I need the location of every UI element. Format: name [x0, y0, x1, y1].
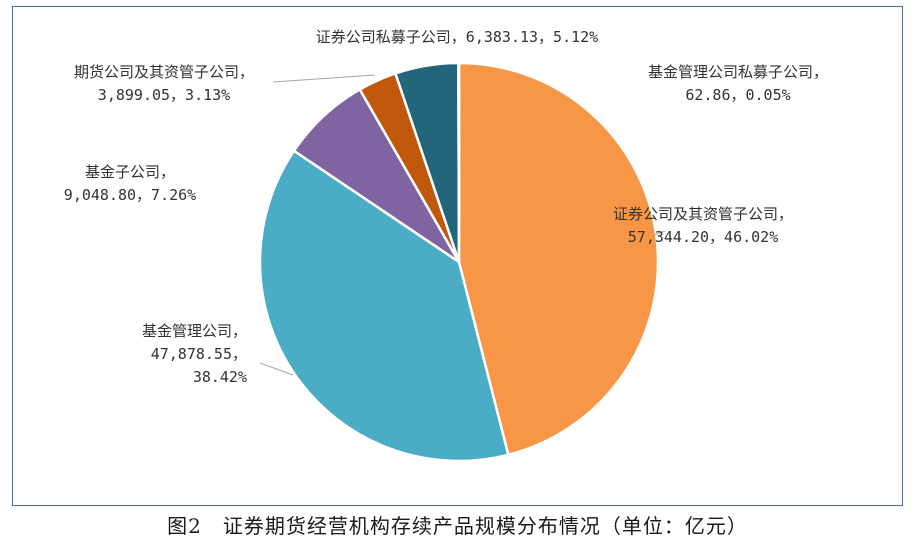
- slice-label: 基金管理公司， 47,878.55， 38.42%: [142, 322, 247, 386]
- pie-chart: 证券公司及其资管子公司， 57,344.20，46.02% 基金管理公司， 47,87…: [64, 28, 828, 463]
- slice-label: 证券公司及其资管子公司， 57,344.20，46.02%: [613, 205, 793, 246]
- pie-slice: [457, 61, 660, 457]
- slice-label: 期货公司及其资管子公司， 3,899.05，3.13%: [74, 63, 254, 104]
- slice-label: 基金子公司， 9,048.80，7.26%: [64, 163, 196, 204]
- chart-caption: 图2 证券期货经营机构存续产品规模分布情况（单位：亿元）: [167, 514, 748, 538]
- leader-line: [272, 74, 376, 83]
- pie-slice: [258, 149, 510, 463]
- leader-line: [653, 230, 666, 236]
- pie-slice: [457, 61, 461, 263]
- chart-frame: 证券公司及其资管子公司， 57,344.20，46.02% 基金管理公司， 47,87…: [12, 6, 903, 506]
- slice-label: 证券公司私募子公司，6,383.13，5.12%: [316, 28, 598, 46]
- leader-line: [259, 362, 294, 376]
- slice-label: 基金管理公司私募子公司， 62.86，0.05%: [648, 63, 828, 104]
